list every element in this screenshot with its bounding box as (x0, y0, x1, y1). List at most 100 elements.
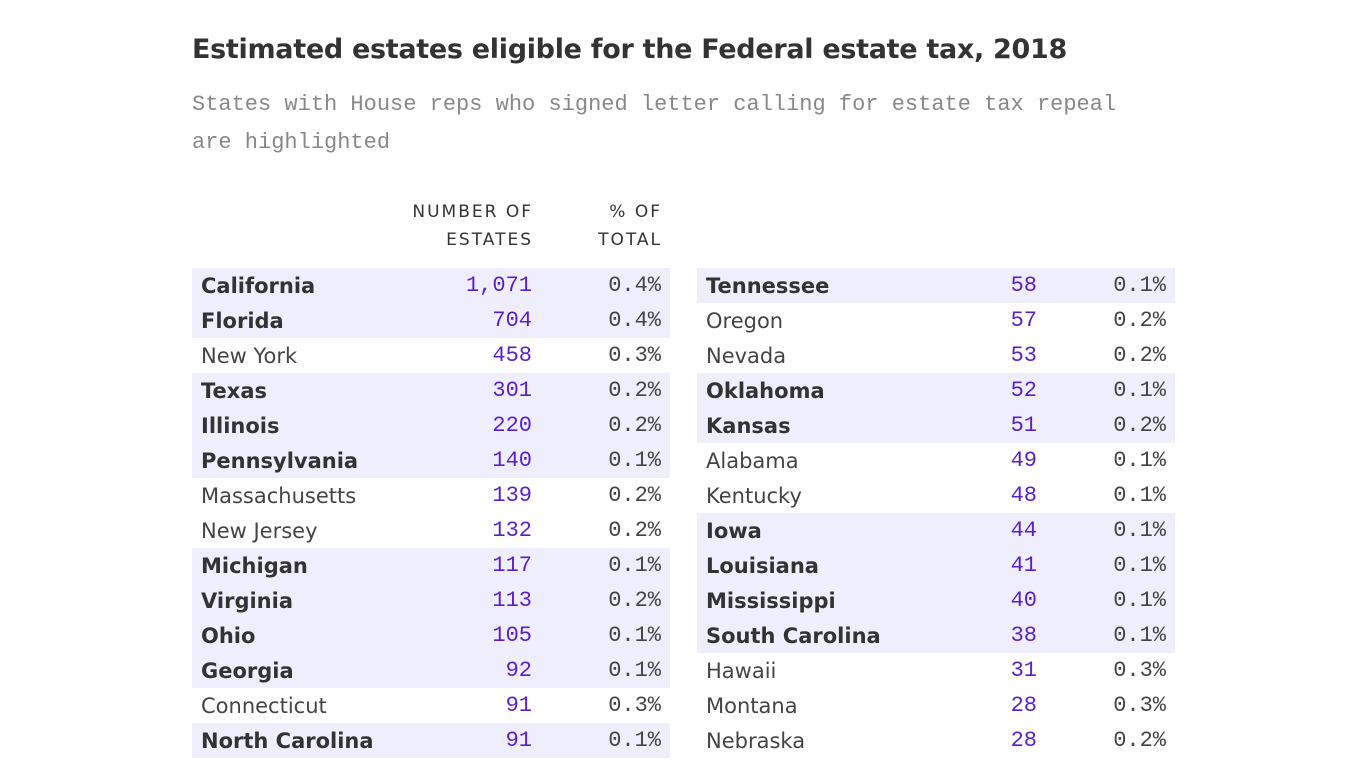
estates-count: 41 (1010, 553, 1037, 578)
table-row: Nebraska 28 0.2% (697, 723, 1175, 758)
state-name: Illinois (201, 414, 280, 438)
estates-count: 44 (1010, 518, 1037, 543)
table-row: Iowa 44 0.1% (697, 513, 1175, 548)
table-row: Louisiana 41 0.1% (697, 548, 1175, 583)
estates-count: 117 (492, 553, 532, 578)
header-num-line2: ESTATES (446, 230, 533, 250)
percent-of-total: 0.1% (1113, 553, 1166, 578)
percent-of-total: 0.2% (1113, 343, 1166, 368)
percent-of-total: 0.3% (1113, 693, 1166, 718)
table-row: Alabama 49 0.1% (697, 443, 1175, 478)
header-num-line1: NUMBER OF (412, 202, 533, 222)
chart-title: Estimated estates eligible for the Feder… (192, 34, 1067, 65)
table-row: Montana 28 0.3% (697, 688, 1175, 723)
estates-count: 53 (1010, 343, 1037, 368)
state-name: North Carolina (201, 729, 374, 753)
estates-count: 52 (1010, 378, 1037, 403)
state-name: Mississippi (706, 589, 836, 613)
percent-of-total: 0.1% (608, 728, 661, 753)
percent-of-total: 0.1% (1113, 518, 1166, 543)
estates-count: 57 (1010, 308, 1037, 333)
state-name: Connecticut (201, 694, 327, 718)
estates-count: 113 (492, 588, 532, 613)
table-row: Virginia 113 0.2% (192, 583, 670, 618)
percent-of-total: 0.3% (608, 343, 661, 368)
table-row: California 1,071 0.4% (192, 268, 670, 303)
estates-count: 140 (492, 448, 532, 473)
percent-of-total: 0.1% (1113, 483, 1166, 508)
estates-count: 105 (492, 623, 532, 648)
percent-of-total: 0.1% (608, 623, 661, 648)
state-name: Montana (706, 694, 798, 718)
percent-of-total: 0.1% (1113, 623, 1166, 648)
table-row: Florida 704 0.4% (192, 303, 670, 338)
percent-of-total: 0.3% (1113, 658, 1166, 683)
estates-count: 51 (1010, 413, 1037, 438)
table-row: Illinois 220 0.2% (192, 408, 670, 443)
estates-count: 458 (492, 343, 532, 368)
header-pct-line1: % OF (609, 202, 662, 222)
chart-subtitle: States with House reps who signed letter… (192, 92, 1117, 155)
table-row: Massachusetts 139 0.2% (192, 478, 670, 513)
state-name: Texas (201, 379, 267, 403)
table-row: Pennsylvania 140 0.1% (192, 443, 670, 478)
percent-of-total: 0.1% (608, 448, 661, 473)
header-pct-line2: TOTAL (598, 230, 662, 250)
state-name: New Jersey (201, 519, 318, 543)
table-row: Michigan 117 0.1% (192, 548, 670, 583)
table-row: North Carolina 91 0.1% (192, 723, 670, 758)
header-number-of-estates: NUMBER OF ESTATES (360, 198, 533, 254)
table-row: Hawaii 31 0.3% (697, 653, 1175, 688)
state-name: Tennessee (706, 274, 830, 298)
percent-of-total: 0.1% (1113, 273, 1166, 298)
table-row: Ohio 105 0.1% (192, 618, 670, 653)
estates-count: 40 (1010, 588, 1037, 613)
estates-count: 92 (505, 658, 532, 683)
table-row: Texas 301 0.2% (192, 373, 670, 408)
state-name: Oregon (706, 309, 784, 333)
percent-of-total: 0.1% (608, 553, 661, 578)
table-row: Kentucky 48 0.1% (697, 478, 1175, 513)
state-name: Nebraska (706, 729, 806, 753)
table-row: Georgia 92 0.1% (192, 653, 670, 688)
percent-of-total: 0.2% (608, 588, 661, 613)
percent-of-total: 0.4% (608, 308, 661, 333)
table-row: Connecticut 91 0.3% (192, 688, 670, 723)
estates-count: 49 (1010, 448, 1037, 473)
header-percent-of-total: % OF TOTAL (560, 198, 662, 254)
estates-count: 91 (505, 693, 532, 718)
percent-of-total: 0.2% (608, 378, 661, 403)
table-row: Oregon 57 0.2% (697, 303, 1175, 338)
percent-of-total: 0.1% (1113, 378, 1166, 403)
state-name: New York (201, 344, 298, 368)
table-row: New York 458 0.3% (192, 338, 670, 373)
estates-count: 139 (492, 483, 532, 508)
estates-count: 48 (1010, 483, 1037, 508)
estates-count: 31 (1010, 658, 1037, 683)
table-left: California 1,071 0.4% Florida 704 0.4% New Yor… (192, 268, 670, 758)
percent-of-total: 0.1% (1113, 448, 1166, 473)
estates-count: 1,071 (465, 273, 532, 298)
state-name: Michigan (201, 554, 308, 578)
state-name: Nevada (706, 344, 787, 368)
state-name: Oklahoma (706, 379, 825, 403)
estates-count: 301 (492, 378, 532, 403)
state-name: Massachusetts (201, 484, 357, 508)
table-row: Kansas 51 0.2% (697, 408, 1175, 443)
state-name: Virginia (201, 589, 293, 613)
percent-of-total: 0.2% (608, 518, 661, 543)
state-name: Hawaii (706, 659, 777, 683)
percent-of-total: 0.2% (1113, 728, 1166, 753)
state-name: Iowa (706, 519, 762, 543)
state-name: Louisiana (706, 554, 819, 578)
percent-of-total: 0.1% (1113, 588, 1166, 613)
table-row: New Jersey 132 0.2% (192, 513, 670, 548)
state-name: South Carolina (706, 624, 881, 648)
percent-of-total: 0.1% (608, 658, 661, 683)
percent-of-total: 0.2% (1113, 308, 1166, 333)
estates-count: 28 (1010, 693, 1037, 718)
estates-count: 28 (1010, 728, 1037, 753)
state-name: Ohio (201, 624, 256, 648)
table-right: Tennessee 58 0.1% Oregon 57 0.2% Nevada 53 0.2% O… (697, 268, 1175, 758)
state-name: Kentucky (706, 484, 802, 508)
